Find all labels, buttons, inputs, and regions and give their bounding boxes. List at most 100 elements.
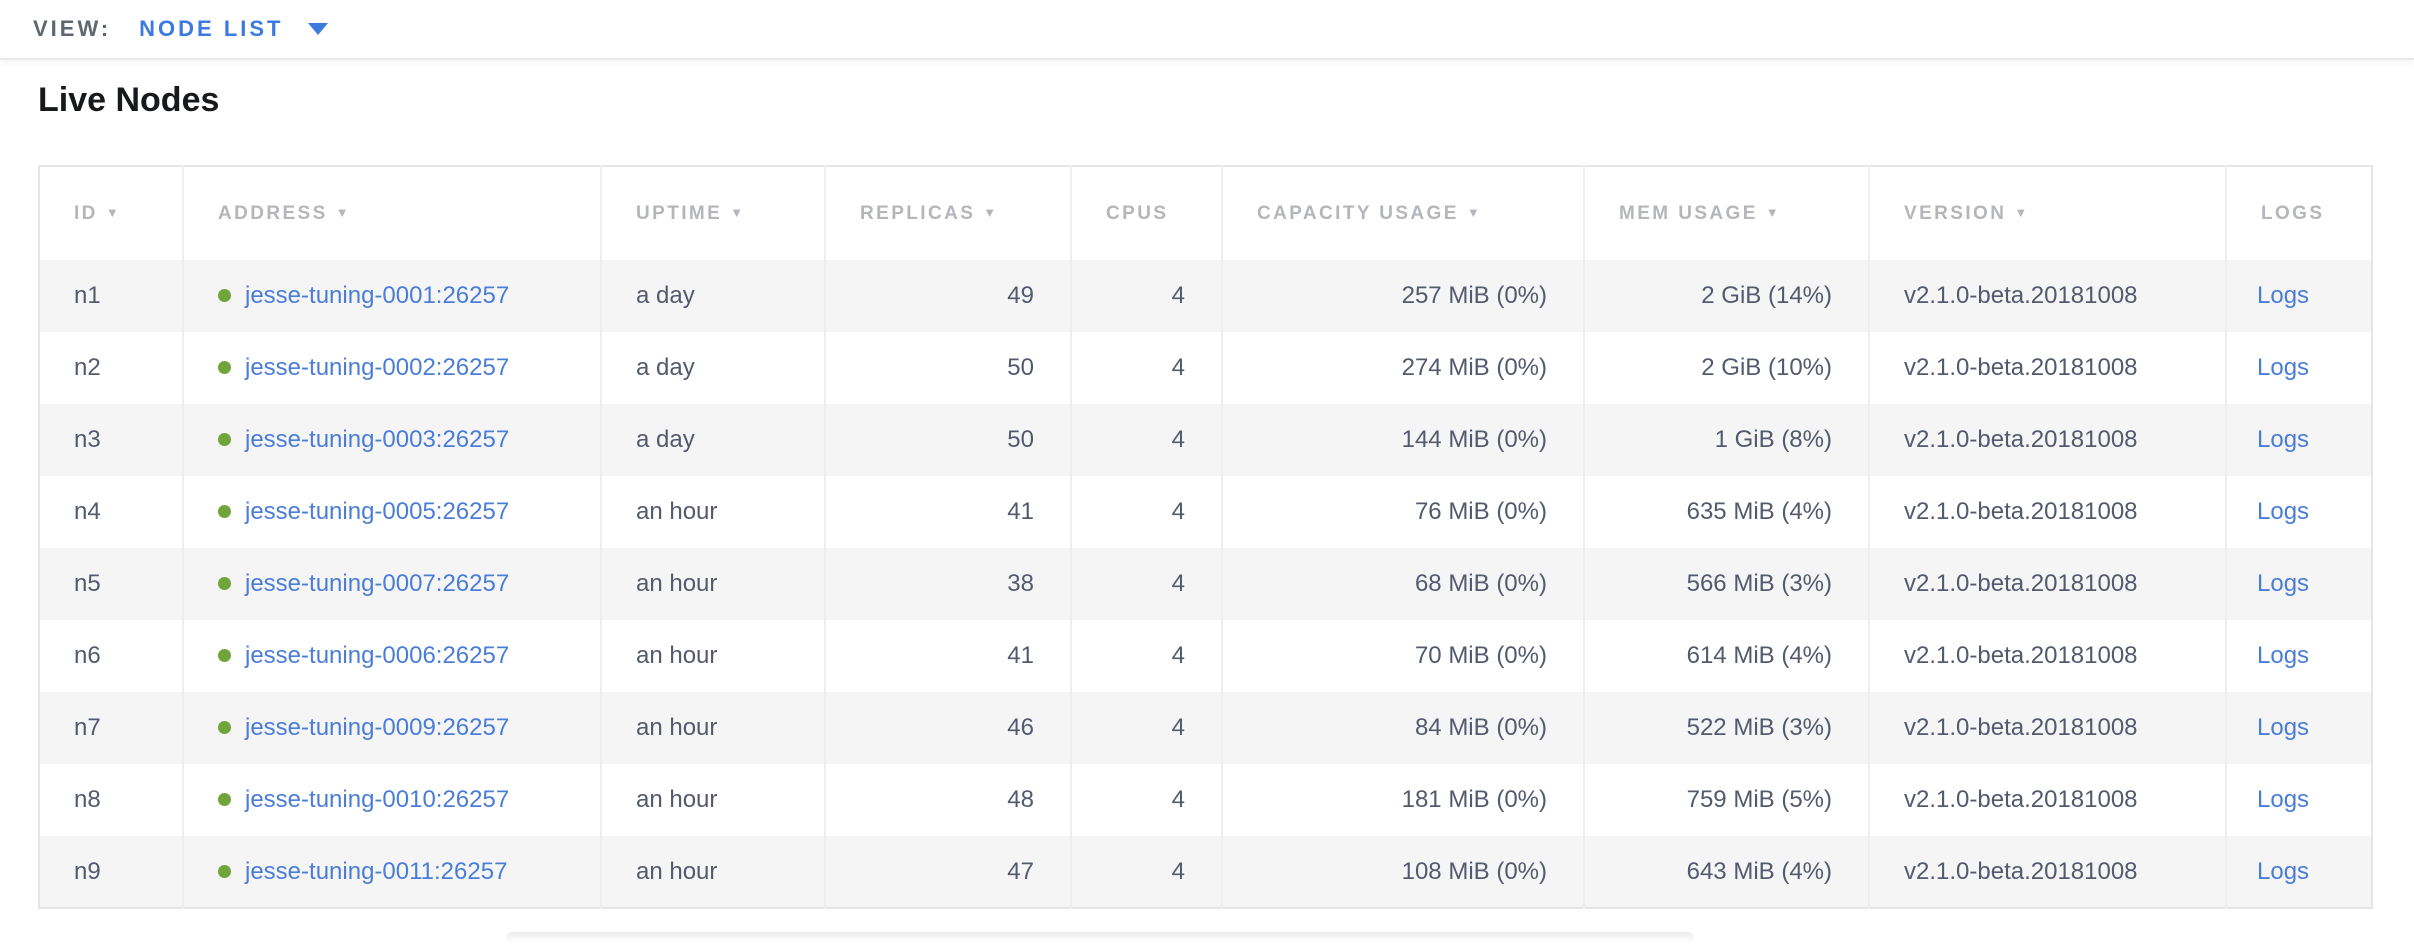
node-address-link[interactable]: jesse-tuning-0009:26257 xyxy=(245,714,510,741)
node-uptime-cell: a day xyxy=(601,260,826,332)
node-id-cell: n7 xyxy=(39,692,184,764)
node-uptime-cell: an hour xyxy=(601,836,826,908)
node-logs-cell: Logs xyxy=(2226,548,2372,620)
node-id-cell: n3 xyxy=(39,404,184,476)
node-capacity-cell: 181 MiB (0%) xyxy=(1222,764,1585,836)
node-cpus-cell: 4 xyxy=(1071,764,1223,836)
node-logs-cell: Logs xyxy=(2226,404,2372,476)
node-cpus-cell: 4 xyxy=(1071,692,1223,764)
node-capacity-cell: 108 MiB (0%) xyxy=(1222,836,1585,908)
node-address-link[interactable]: jesse-tuning-0010:26257 xyxy=(245,786,510,813)
node-address-link[interactable]: jesse-tuning-0001:26257 xyxy=(245,282,510,309)
logs-link[interactable]: Logs xyxy=(2257,426,2310,453)
view-selected-value: NODE LIST xyxy=(139,16,284,41)
node-logs-cell: Logs xyxy=(2226,260,2372,332)
node-uptime-cell: an hour xyxy=(601,476,826,548)
node-replicas-cell: 50 xyxy=(825,332,1072,404)
column-header-label: CPUS xyxy=(1106,202,1169,224)
logs-link[interactable]: Logs xyxy=(2257,570,2310,597)
logs-link[interactable]: Logs xyxy=(2257,642,2310,669)
node-uptime-cell: a day xyxy=(601,332,826,404)
column-header-label: UPTIME xyxy=(636,202,723,224)
column-header-label: ADDRESS xyxy=(218,202,328,224)
live-nodes-section: Live Nodes ID ▼ ADDRESS ▼ UPTIME ▼ REPLICAS ▼ CP… xyxy=(0,80,2414,909)
node-live-dot-icon xyxy=(218,433,231,446)
node-row-n6: n6 jesse-tuning-0006:26257 an hour 41 4 70 Mi… xyxy=(39,620,2372,692)
column-header-mem[interactable]: MEM USAGE ▼ xyxy=(1584,166,1870,260)
node-live-dot-icon xyxy=(218,361,231,374)
node-address-link[interactable]: jesse-tuning-0006:26257 xyxy=(245,642,510,669)
node-logs-cell: Logs xyxy=(2226,836,2372,908)
node-address-cell: jesse-tuning-0006:26257 xyxy=(183,620,602,692)
column-header-cpus: CPUS xyxy=(1071,166,1223,260)
node-replicas-cell: 46 xyxy=(825,692,1072,764)
node-cpus-cell: 4 xyxy=(1071,404,1223,476)
node-cpus-cell: 4 xyxy=(1071,260,1223,332)
node-mem-cell: 522 MiB (3%) xyxy=(1584,692,1870,764)
page-title: Live Nodes xyxy=(38,81,220,119)
logs-link[interactable]: Logs xyxy=(2257,498,2310,525)
node-version-cell: v2.1.0-beta.20181008 xyxy=(1869,476,2227,548)
column-header-id[interactable]: ID ▼ xyxy=(39,166,184,260)
node-address-cell: jesse-tuning-0007:26257 xyxy=(183,548,602,620)
node-address-link[interactable]: jesse-tuning-0002:26257 xyxy=(245,354,510,381)
node-id-cell: n9 xyxy=(39,836,184,908)
node-address-cell: jesse-tuning-0003:26257 xyxy=(183,404,602,476)
node-mem-cell: 643 MiB (4%) xyxy=(1584,836,1870,908)
node-replicas-cell: 41 xyxy=(825,476,1072,548)
view-dropdown[interactable]: NODE LIST xyxy=(139,16,328,42)
node-uptime-cell: a day xyxy=(601,404,826,476)
logs-link[interactable]: Logs xyxy=(2257,714,2310,741)
node-mem-cell: 2 GiB (10%) xyxy=(1584,332,1870,404)
column-header-uptime[interactable]: UPTIME ▼ xyxy=(601,166,826,260)
logs-link[interactable]: Logs xyxy=(2257,786,2310,813)
node-cpus-cell: 4 xyxy=(1071,620,1223,692)
node-version-cell: v2.1.0-beta.20181008 xyxy=(1869,332,2227,404)
node-mem-cell: 614 MiB (4%) xyxy=(1584,620,1870,692)
column-header-label: LOGS xyxy=(2261,202,2325,224)
node-id-cell: n8 xyxy=(39,764,184,836)
node-row-n7: n7 jesse-tuning-0009:26257 an hour 46 4 84 Mi… xyxy=(39,692,2372,764)
node-capacity-cell: 257 MiB (0%) xyxy=(1222,260,1585,332)
node-address-link[interactable]: jesse-tuning-0011:26257 xyxy=(245,857,508,885)
node-version-cell: v2.1.0-beta.20181008 xyxy=(1869,260,2227,332)
node-replicas-cell: 41 xyxy=(825,620,1072,692)
node-address-link[interactable]: jesse-tuning-0005:26257 xyxy=(245,498,510,525)
column-header-replicas[interactable]: REPLICAS ▼ xyxy=(825,166,1072,260)
node-address-cell: jesse-tuning-0001:26257 xyxy=(183,260,602,332)
node-id-cell: n2 xyxy=(39,332,184,404)
view-label: VIEW: xyxy=(33,16,112,41)
node-logs-cell: Logs xyxy=(2226,764,2372,836)
sort-caret-icon: ▼ xyxy=(105,204,122,220)
node-mem-cell: 566 MiB (3%) xyxy=(1584,548,1870,620)
column-header-capacity[interactable]: CAPACITY USAGE ▼ xyxy=(1222,166,1585,260)
logs-link[interactable]: Logs xyxy=(2257,354,2310,381)
live-nodes-table: ID ▼ ADDRESS ▼ UPTIME ▼ REPLICAS ▼ CPUS CAPACITY … xyxy=(38,165,2373,909)
node-replicas-cell: 49 xyxy=(825,260,1072,332)
node-uptime-cell: an hour xyxy=(601,548,826,620)
sort-caret-icon: ▼ xyxy=(335,204,351,220)
node-mem-cell: 2 GiB (14%) xyxy=(1584,260,1870,332)
node-cpus-cell: 4 xyxy=(1071,548,1223,620)
column-header-address[interactable]: ADDRESS ▼ xyxy=(183,166,602,260)
node-row-n1: n1 jesse-tuning-0001:26257 a day 49 4 257 MiB… xyxy=(39,260,2372,332)
column-header-version[interactable]: VERSION ▼ xyxy=(1869,166,2227,260)
column-header-label: ID xyxy=(74,202,98,224)
node-version-cell: v2.1.0-beta.20181008 xyxy=(1869,404,2227,476)
node-row-n9: n9 jesse-tuning-0011:26257 an hour 47 4 108 M… xyxy=(39,836,2372,908)
node-row-n8: n8 jesse-tuning-0010:26257 an hour 48 4 181 M… xyxy=(39,764,2372,836)
node-address-cell: jesse-tuning-0005:26257 xyxy=(183,476,602,548)
logs-link[interactable]: Logs xyxy=(2257,857,2310,885)
logs-link[interactable]: Logs xyxy=(2257,282,2310,309)
node-replicas-cell: 38 xyxy=(825,548,1072,620)
node-version-cell: v2.1.0-beta.20181008 xyxy=(1869,620,2227,692)
node-version-cell: v2.1.0-beta.20181008 xyxy=(1869,692,2227,764)
node-cpus-cell: 4 xyxy=(1071,476,1223,548)
node-live-dot-icon xyxy=(218,649,231,662)
node-address-link[interactable]: jesse-tuning-0007:26257 xyxy=(245,570,510,597)
view-bar: VIEW: NODE LIST xyxy=(0,0,2414,60)
node-replicas-cell: 50 xyxy=(825,404,1072,476)
node-address-link[interactable]: jesse-tuning-0003:26257 xyxy=(245,426,510,453)
node-live-dot-icon xyxy=(218,577,231,590)
node-id-cell: n5 xyxy=(39,548,184,620)
